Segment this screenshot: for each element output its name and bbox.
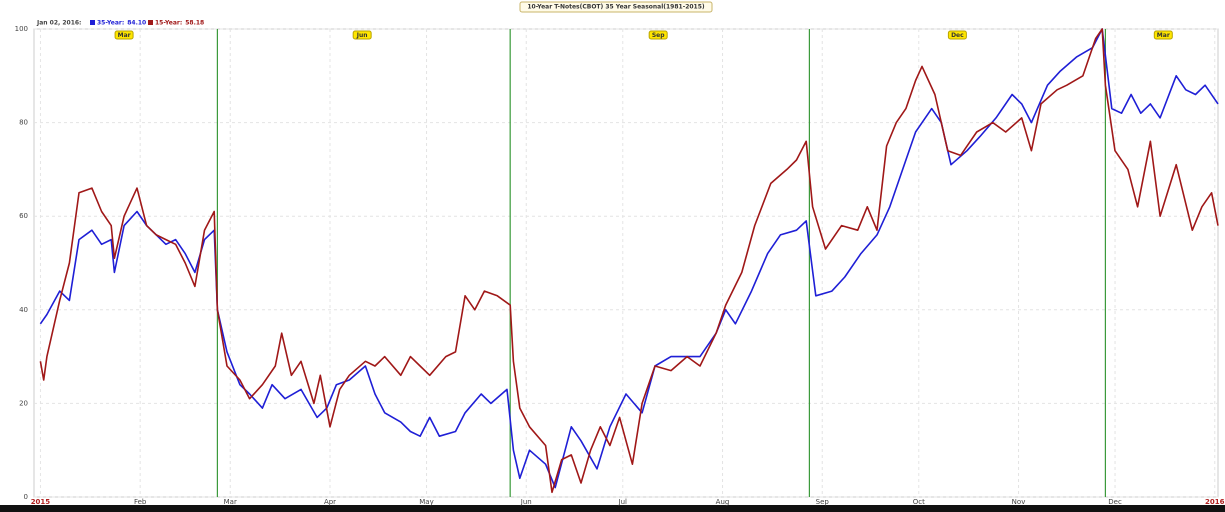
- contract-badge: [648, 30, 668, 40]
- x-tick-label: Dec: [1108, 498, 1122, 506]
- x-tick-label: Aug: [716, 498, 730, 506]
- contract-badge: [1153, 30, 1173, 40]
- bottom-bar: [0, 505, 1225, 512]
- x-tick-label: Sep: [816, 498, 830, 506]
- x-tick-label: Nov: [1012, 498, 1026, 506]
- legend-name: 15-Year:: [155, 20, 182, 27]
- contract-badge: [352, 30, 372, 40]
- contract-label: Mar: [118, 32, 131, 39]
- legend-date: Jan 02, 2016:: [36, 20, 81, 27]
- x-tick-label: Feb: [134, 498, 147, 506]
- x-tick-label: Oct: [913, 498, 925, 506]
- title-box: [519, 1, 713, 13]
- y-tick-label: 40: [19, 306, 28, 314]
- contract-label: Mar: [1157, 32, 1170, 39]
- x-tick-label: 2016: [1205, 498, 1225, 506]
- y-tick-label: 60: [19, 212, 28, 220]
- legend-swatch: [148, 20, 153, 25]
- contract-label: Jun: [356, 32, 368, 39]
- contract-label: Dec: [951, 32, 964, 39]
- x-tick-label: Jul: [618, 498, 628, 506]
- x-tick-label: May: [419, 498, 433, 506]
- contract-label: Sep: [652, 32, 665, 39]
- legend-value: 84.10: [127, 20, 146, 27]
- plot-frame: [33, 28, 1219, 498]
- series-line: [39, 28, 1219, 494]
- x-tick-label: 2015: [31, 498, 51, 506]
- y-tick-label: 100: [15, 25, 28, 33]
- x-tick-label: Mar: [224, 498, 237, 506]
- y-tick-label: 80: [19, 119, 28, 127]
- y-tick-label: 0: [24, 493, 28, 501]
- x-tick-label: Jun: [520, 498, 532, 506]
- contract-badge: [114, 30, 134, 40]
- legend-name: 35-Year:: [97, 20, 124, 27]
- y-tick-label: 20: [19, 399, 28, 407]
- contract-badge: [947, 30, 967, 40]
- legend-swatch: [90, 20, 95, 25]
- x-tick-label: Apr: [324, 498, 336, 506]
- legend-value: 58.18: [185, 20, 204, 27]
- chart-title: 10-Year T-Notes(CBOT) 35 Year Seasonal(1…: [527, 4, 705, 11]
